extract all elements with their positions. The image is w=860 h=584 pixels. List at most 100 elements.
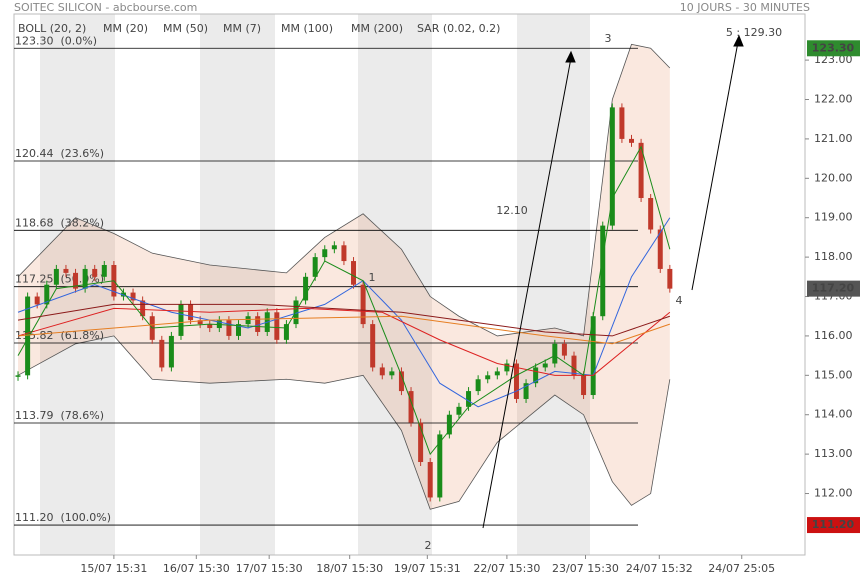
- legend-entry: MM (200): [351, 22, 403, 35]
- candle: [168, 335, 174, 368]
- candle: [44, 284, 50, 305]
- legend-entry: MM (20): [103, 22, 148, 35]
- candle: [322, 249, 328, 258]
- moving-average: [17, 145, 671, 456]
- price-tag-label: 111.20: [812, 518, 855, 531]
- candle: [351, 261, 357, 285]
- candle: [188, 304, 194, 321]
- price-tag: [807, 517, 860, 534]
- moving-average: [17, 307, 671, 376]
- plot-frame: [13, 13, 806, 556]
- x-tick-label: 16/07 15:30: [163, 562, 230, 575]
- price-tag: [807, 280, 860, 297]
- bollinger-band: [18, 44, 670, 510]
- y-tick-label: 120.00: [814, 171, 853, 184]
- candle: [34, 296, 40, 305]
- candle: [178, 304, 184, 336]
- legend-entry: SAR (0.02, 0.2): [417, 22, 500, 35]
- candle: [312, 257, 318, 277]
- y-tick-label: 119.00: [814, 211, 853, 224]
- fib-label: 117.25 (50.0%): [15, 273, 104, 286]
- annotation: 2: [425, 539, 432, 552]
- moving-average: [17, 315, 671, 345]
- candle: [101, 264, 107, 277]
- candle: [53, 268, 59, 285]
- candle: [494, 371, 500, 376]
- legend-entry: MM (50): [163, 22, 208, 35]
- candle: [513, 363, 519, 399]
- candle: [130, 292, 136, 301]
- annotation: 4: [676, 294, 683, 307]
- fib-label: 115.82 (61.8%): [15, 329, 104, 342]
- x-tick-label: 22/07 15:30: [473, 562, 540, 575]
- candle: [619, 107, 625, 139]
- candle: [571, 355, 577, 376]
- y-tick-label: 112.00: [814, 487, 853, 500]
- candle: [609, 107, 615, 226]
- x-tick-label: 24/07 15:32: [626, 562, 693, 575]
- candle: [427, 462, 433, 498]
- candle: [629, 138, 635, 143]
- price-tag-label: 123.30: [812, 41, 855, 54]
- candle: [638, 142, 644, 199]
- y-tick-label: 123.00: [814, 53, 853, 66]
- candle: [657, 229, 663, 269]
- candle: [552, 343, 558, 364]
- annotation: 5 : 129.30: [726, 26, 782, 39]
- candle: [82, 268, 88, 289]
- fib-label: 120.44 (23.6%): [15, 147, 104, 160]
- candle: [15, 375, 21, 377]
- candle: [283, 324, 289, 340]
- candle: [207, 324, 213, 329]
- candle: [437, 434, 443, 498]
- bollinger-lower: [17, 335, 671, 510]
- candle: [245, 316, 251, 325]
- candle: [600, 225, 606, 317]
- candle: [159, 339, 165, 368]
- y-tick-label: 114.00: [814, 408, 853, 421]
- candle: [504, 363, 510, 372]
- candle: [542, 363, 548, 368]
- candle: [341, 245, 347, 262]
- annotation: 1: [369, 271, 376, 284]
- candle: [590, 316, 596, 396]
- x-tick-label: 19/07 15:31: [394, 562, 461, 575]
- candle: [92, 268, 98, 277]
- candle: [475, 379, 481, 392]
- candle: [561, 343, 567, 356]
- candle: [370, 324, 376, 368]
- legend-entry: MM (7): [223, 22, 261, 35]
- candle: [360, 284, 366, 325]
- candle: [408, 391, 414, 423]
- fib-label: 123.30 (0.0%): [15, 34, 97, 47]
- candle: [274, 312, 280, 340]
- chart-title: SOITEC SILICON - abcbourse.com: [14, 1, 197, 14]
- candle: [456, 406, 462, 415]
- x-tick-label: 17/07 15:30: [236, 562, 303, 575]
- candle: [418, 422, 424, 463]
- moving-average: [17, 217, 671, 408]
- x-tick-label: 18/07 15:30: [316, 562, 383, 575]
- candle: [303, 276, 309, 301]
- arrows: [482, 34, 744, 529]
- annotation: 12.10: [496, 204, 528, 217]
- fib-label: 111.20 (100.0%): [15, 511, 111, 524]
- fib-label: 113.79 (78.6%): [15, 409, 104, 422]
- candle: [73, 272, 79, 289]
- candle: [235, 324, 241, 336]
- candle: [648, 198, 654, 230]
- legend-entry: MM (100): [281, 22, 333, 35]
- legend-entry: BOLL (20, 2): [18, 22, 86, 35]
- candle: [331, 245, 337, 250]
- candle: [466, 391, 472, 407]
- x-tick-label: 15/07 15:31: [80, 562, 147, 575]
- chart-subtitle: 10 JOURS - 30 MINUTES: [680, 1, 810, 14]
- candle: [398, 371, 404, 392]
- price-tag-label: 117.20: [812, 282, 855, 295]
- candle: [446, 414, 452, 435]
- candle: [255, 316, 261, 332]
- candle: [63, 268, 69, 273]
- candle: [485, 375, 491, 380]
- candle: [581, 375, 587, 396]
